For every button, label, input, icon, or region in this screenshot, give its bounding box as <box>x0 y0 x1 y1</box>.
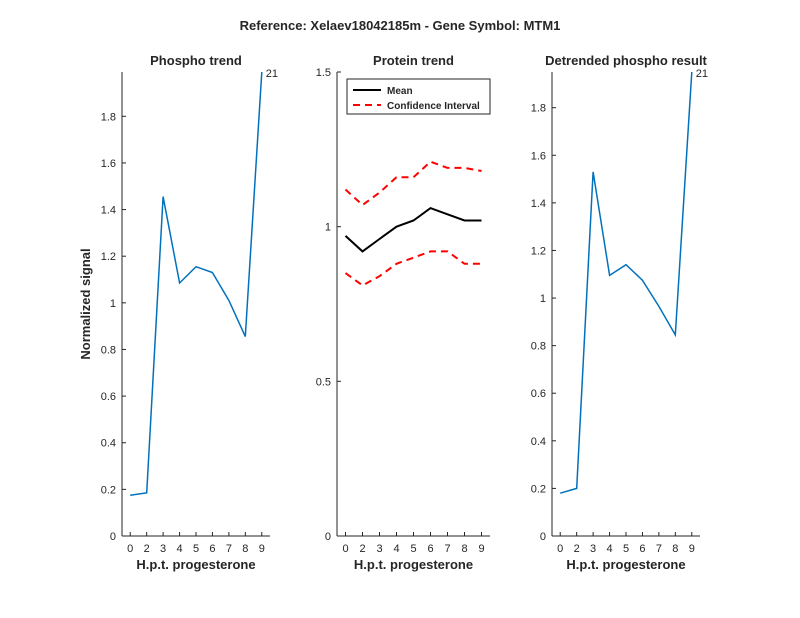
protein-x-tick-label: 4 <box>393 543 399 555</box>
detrended-x-tick-label: 3 <box>590 543 596 555</box>
detrended-y-tick-label: 1.8 <box>531 103 546 115</box>
phospho-x-label: H.p.t. progesterone <box>136 557 255 572</box>
protein-x-tick-label: 7 <box>444 543 450 555</box>
phospho-y-tick-label: 0.6 <box>101 391 116 403</box>
detrended-y-tick-label: 1.4 <box>531 198 546 210</box>
phospho-title: Phospho trend <box>150 53 242 68</box>
phospho-y-tick-label: 1 <box>110 298 116 310</box>
phospho-x-tick-label: 4 <box>176 543 182 555</box>
detrended-y-tick-label: 0.6 <box>531 388 546 400</box>
phospho-y-tick-label: 1.8 <box>101 111 116 123</box>
detrended-x-tick-label: 2 <box>574 543 580 555</box>
detrended-y-tick-label: 0.2 <box>531 483 546 495</box>
phospho-y-tick-label: 0 <box>110 531 116 543</box>
phospho-y-tick-label: 0.2 <box>101 484 116 496</box>
detrended-x-tick-label: 8 <box>672 543 678 555</box>
detrended-y-tick-label: 0.4 <box>531 436 546 448</box>
phospho-y-tick-label: 0.8 <box>101 344 116 356</box>
protein-x-tick-label: 8 <box>461 543 467 555</box>
detrended-y-tick-label: 1.6 <box>531 150 546 162</box>
protein-series-line <box>344 250 482 287</box>
detrended-x-tick-label: 6 <box>639 543 645 555</box>
protein-y-tick-label: 1 <box>325 222 331 234</box>
protein-series-line <box>344 160 482 207</box>
protein-legend-label: Mean <box>387 86 413 97</box>
phospho-x-tick-label: 2 <box>144 543 150 555</box>
protein-x-tick-label: 0 <box>342 543 348 555</box>
protein-y-tick-label: 1.5 <box>316 67 331 79</box>
protein-x-tick-label: 6 <box>427 543 433 555</box>
protein-x-tick-label: 3 <box>376 543 382 555</box>
detrended-x-tick-label: 7 <box>656 543 662 555</box>
detrended-x-label: H.p.t. progesterone <box>566 557 685 572</box>
phospho-x-tick-label: 6 <box>209 543 215 555</box>
phospho-x-tick-label: 5 <box>193 543 199 555</box>
protein-x-tick-label: 5 <box>410 543 416 555</box>
protein-y-tick-label: 0 <box>325 531 331 543</box>
phospho-point-annotation: 21 <box>266 68 278 80</box>
protein-title: Protein trend <box>373 53 454 68</box>
phospho-x-tick-label: 9 <box>259 543 265 555</box>
detrended-y-tick-label: 0.8 <box>531 341 546 353</box>
detrended-series-line <box>559 71 693 494</box>
phospho-y-label: Normalized signal <box>78 248 93 359</box>
phospho-x-tick-label: 3 <box>160 543 166 555</box>
detrended-x-tick-label: 5 <box>623 543 629 555</box>
phospho-series-line <box>130 71 263 496</box>
protein-legend-label: Confidence Interval <box>387 101 480 112</box>
phospho-x-tick-label: 7 <box>226 543 232 555</box>
detrended-y-tick-label: 1.2 <box>531 245 546 257</box>
phospho-y-tick-label: 1.6 <box>101 158 116 170</box>
detrended-x-tick-label: 9 <box>689 543 695 555</box>
detrended-x-tick-label: 0 <box>557 543 563 555</box>
detrended-title: Detrended phospho result <box>545 53 707 68</box>
protein-y-tick-label: 0.5 <box>316 376 331 388</box>
phospho-x-tick-label: 0 <box>127 543 133 555</box>
figure-title: Reference: Xelaev18042185m - Gene Symbol… <box>240 18 561 33</box>
phospho-y-tick-label: 1.4 <box>101 205 116 217</box>
detrended-y-tick-label: 0 <box>540 531 546 543</box>
protein-x-label: H.p.t. progesterone <box>354 557 473 572</box>
detrended-y-tick-label: 1 <box>540 293 546 305</box>
phospho-x-tick-label: 8 <box>242 543 248 555</box>
phospho-y-tick-label: 1.2 <box>101 251 116 263</box>
detrended-x-tick-label: 4 <box>606 543 612 555</box>
protein-x-tick-label: 9 <box>478 543 484 555</box>
phospho-y-tick-label: 0.4 <box>101 438 116 450</box>
detrended-point-annotation: 21 <box>696 68 708 80</box>
protein-legend <box>346 78 491 115</box>
protein-series-line <box>344 206 482 253</box>
protein-x-tick-label: 2 <box>359 543 365 555</box>
